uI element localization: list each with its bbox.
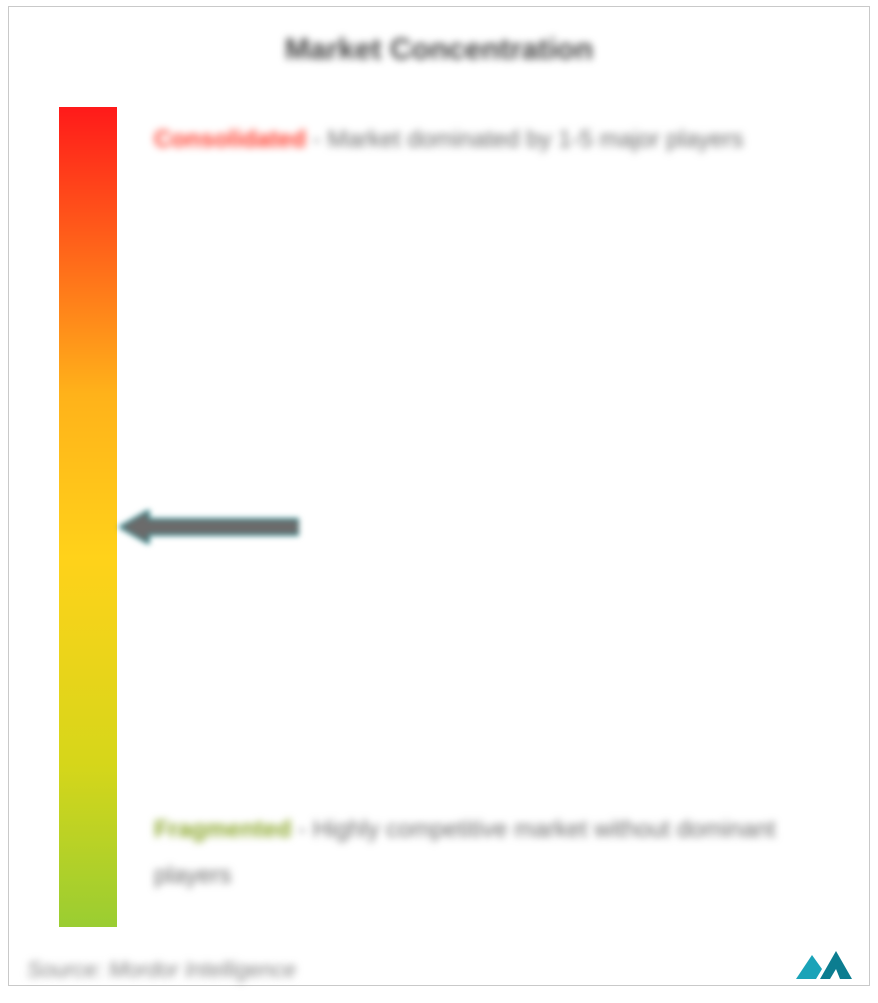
concentration-gradient-bar (59, 107, 117, 927)
fragmented-lead: Fragmented (154, 816, 291, 843)
chart-title: Market Concentration (9, 33, 869, 67)
position-arrow-icon (119, 510, 299, 544)
fragmented-label: Fragmented - Highly competitive market w… (154, 807, 839, 898)
consolidated-label: Consolidated - Market dominated by 1-5 m… (154, 117, 839, 163)
arrow-shape (119, 510, 299, 544)
consolidated-lead: Consolidated (154, 126, 306, 153)
consolidated-desc: - Market dominated by 1-5 major players (306, 126, 744, 153)
infographic-frame: Market Concentration Consolidated - Mark… (8, 6, 870, 986)
source-attribution: Source: Mordor Intelligence (27, 957, 296, 983)
brand-logo-icon (792, 945, 856, 985)
